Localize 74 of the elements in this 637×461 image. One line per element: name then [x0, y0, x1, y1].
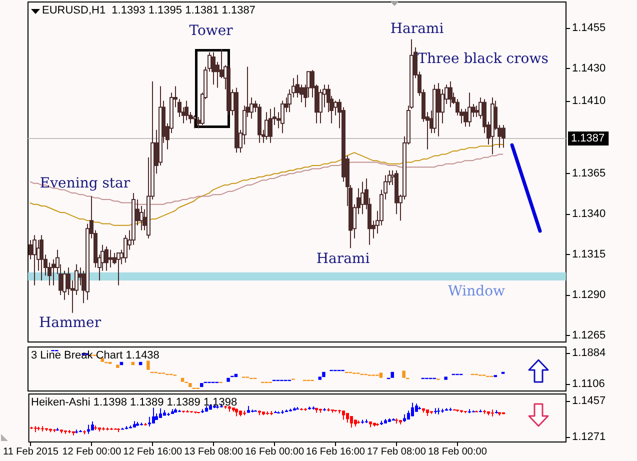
bar	[444, 376, 448, 380]
candlestick	[318, 88, 322, 124]
annotation: Three black crows	[418, 51, 548, 67]
chart-title: EURUSD,H1 1.1393 1.1395 1.1381 1.1387	[42, 4, 256, 16]
annotation: Tower	[189, 23, 234, 40]
candlestick	[104, 246, 108, 272]
x-tick-label: 16 Feb 16:00	[306, 446, 366, 458]
candlestick	[152, 407, 155, 424]
annotation: Evening star	[40, 175, 130, 192]
candlestick	[40, 234, 44, 281]
y-tick-label: 1.1315	[572, 248, 606, 261]
candlestick	[474, 105, 478, 118]
bar	[226, 378, 230, 382]
candlestick	[360, 181, 364, 215]
y-tick-label: 1.1106	[572, 378, 605, 390]
candlestick	[280, 100, 284, 134]
x-tick-label: 11 Feb 2015	[2, 446, 59, 458]
candlestick	[411, 402, 414, 417]
x-tick-label: 12 Feb 16:00	[123, 446, 183, 458]
bar	[116, 364, 120, 368]
candlestick	[28, 240, 32, 260]
candlestick	[184, 100, 188, 121]
candlestick	[264, 112, 268, 140]
band-label: Window	[448, 283, 506, 300]
y-tick-label: 1.1884	[572, 347, 606, 360]
y-tick-label: 1.1265	[572, 330, 606, 342]
bar	[379, 372, 383, 378]
candlestick	[140, 206, 144, 231]
y-tick-label: 1.1455	[572, 22, 606, 34]
bar	[390, 372, 394, 378]
chart-title: Heiken-Ashi 1.1398 1.1389 1.1389 1.1398	[31, 396, 238, 408]
bar	[200, 383, 204, 388]
line-series	[29, 154, 504, 205]
candlestick	[502, 124, 506, 148]
x-tick-label: 16 Feb 00:00	[245, 446, 304, 458]
candlestick	[464, 108, 468, 128]
candlestick	[108, 249, 112, 268]
candlestick	[350, 416, 353, 428]
candlestick	[212, 52, 216, 86]
annotation: Harami	[390, 21, 444, 37]
x-tick-label: 13 Feb 08:00	[184, 446, 244, 458]
x-tick-label: 17 Feb 08:00	[366, 446, 426, 458]
y-tick-label: 1.1340	[572, 208, 606, 220]
candlestick	[268, 108, 272, 144]
candlestick	[436, 82, 440, 137]
candlestick	[52, 258, 56, 286]
candlestick	[148, 416, 151, 428]
x-tick-label: 18 Feb 00:00	[428, 446, 488, 458]
x-tick-label: 12 Feb 00:00	[62, 446, 122, 458]
ref-line-label: 1.1387	[571, 132, 605, 144]
y-tick-label: 1.1271	[572, 430, 606, 443]
candlestick	[192, 114, 196, 129]
chart-title: 3 Line Break Chart 1.1438	[31, 350, 160, 362]
candlestick	[32, 234, 36, 286]
candlestick	[87, 424, 90, 434]
annotation: Harami	[316, 251, 370, 267]
bar	[402, 370, 406, 378]
y-tick-label: 1.1430	[572, 62, 606, 74]
candlestick	[448, 80, 452, 108]
y-tick-label: 1.1457	[572, 394, 606, 407]
bar	[188, 383, 192, 388]
candlestick	[296, 74, 300, 98]
annotation: Hammer	[38, 314, 102, 331]
candlestick	[342, 410, 345, 420]
bar	[146, 360, 150, 370]
candlestick	[124, 234, 128, 264]
candlestick	[440, 88, 444, 124]
y-tick-label: 1.1410	[572, 94, 606, 107]
bar	[322, 372, 326, 378]
y-tick-label: 1.1365	[572, 168, 606, 180]
candlestick	[468, 92, 472, 128]
candlestick	[334, 100, 338, 116]
y-tick-label: 1.1290	[572, 289, 606, 302]
bar	[180, 378, 184, 382]
